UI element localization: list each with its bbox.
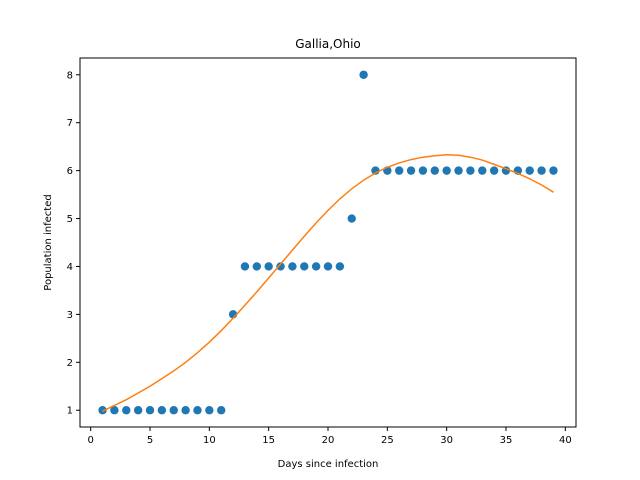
x-tick-label: 35: [500, 435, 513, 446]
scatter-point: [98, 406, 107, 415]
y-tick-label: 2: [67, 358, 73, 369]
y-tick-label: 3: [67, 310, 73, 321]
scatter-point: [205, 406, 214, 415]
scatter-point: [311, 262, 321, 271]
scatter-point: [406, 166, 416, 175]
scatter-point: [264, 262, 273, 271]
x-tick-label: 10: [203, 435, 216, 446]
x-tick-label: 5: [147, 435, 153, 446]
scatter-point: [288, 262, 297, 271]
x-tick-label: 30: [440, 435, 453, 446]
scatter-point: [394, 166, 404, 175]
x-tick-label: 0: [87, 435, 93, 446]
scatter-point: [217, 406, 226, 415]
scatter-point: [133, 406, 143, 415]
scatter-point: [157, 406, 167, 415]
y-axis: 1 2 3 4 5 6 7 8: [67, 70, 80, 417]
scatter-point: [537, 166, 546, 175]
scatter-point: [252, 262, 262, 271]
scatter-point: [430, 166, 439, 175]
scatter-point: [300, 262, 309, 271]
scatter-point: [240, 262, 250, 271]
x-tick-label: 40: [559, 435, 572, 446]
scatter-point: [454, 166, 463, 175]
y-tick-label: 7: [67, 118, 73, 129]
y-tick-label: 8: [67, 70, 73, 81]
scatter-point: [466, 166, 475, 175]
scatter-point: [549, 166, 558, 175]
scatter-point: [335, 262, 345, 271]
scatter-point: [418, 166, 428, 175]
scatter-point: [478, 166, 487, 175]
x-tick-label: 25: [381, 435, 394, 446]
plot-area: [98, 70, 558, 415]
scatter-point: [276, 262, 285, 271]
scatter-point: [181, 406, 190, 415]
scatter-point: [347, 214, 356, 223]
x-tick-label: 20: [322, 435, 335, 446]
scatter-point: [489, 166, 499, 175]
x-axis: 0 5 10 15 20 25 30 35 40: [87, 427, 572, 446]
scatter-point: [122, 406, 131, 415]
y-tick-label: 1: [67, 406, 73, 417]
scatter-point: [193, 406, 202, 415]
scatter-point: [359, 70, 368, 79]
scatter-point: [145, 406, 155, 415]
chart-title: Gallia,Ohio: [295, 37, 361, 51]
scatter-point: [442, 166, 451, 175]
scatter-point: [525, 166, 534, 175]
scatter-point: [110, 406, 119, 415]
fit-line: [102, 154, 554, 412]
y-axis-label: Population infected: [43, 194, 54, 290]
scatter-point: [323, 262, 333, 271]
y-tick-label: 5: [67, 214, 73, 225]
scatter-point: [169, 406, 178, 415]
x-tick-label: 15: [262, 435, 275, 446]
x-axis-label: Days since infection: [278, 459, 379, 470]
y-tick-label: 6: [67, 166, 73, 177]
y-tick-label: 4: [67, 262, 73, 273]
